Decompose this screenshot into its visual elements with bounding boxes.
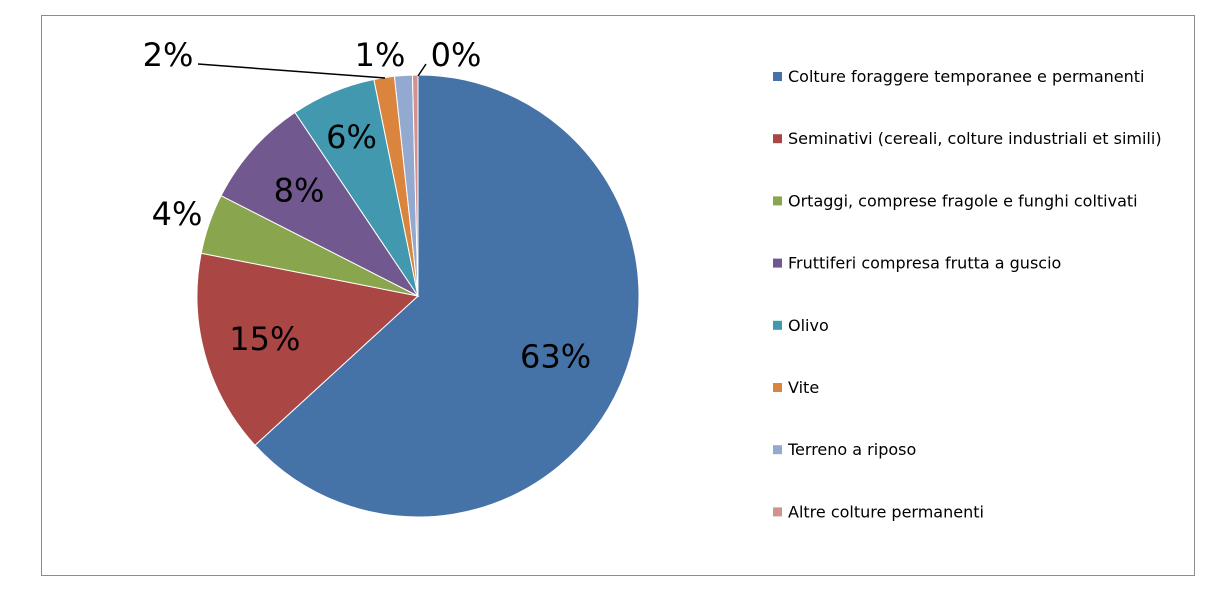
- pie-slice-colture-foraggere-temporanee-e-permanenti: [254, 74, 640, 518]
- pie-slice-seminativi-cereali-colture-industriali-et-simili: [196, 252, 420, 446]
- legend-swatch-olivo: [773, 320, 782, 330]
- legend-label-vite: Vite: [788, 378, 819, 397]
- pie-slice-fruttiferi-compresa-frutta-a-guscio: [220, 111, 420, 298]
- legend-swatch-vite: [773, 383, 782, 392]
- legend-swatch-seminativi-cereali-colture-industriali-et-simili: [773, 134, 782, 144]
- legend-label-fruttiferi-compresa-frutta-a-guscio: Fruttiferi compresa frutta a guscio: [788, 254, 1061, 273]
- legend-label-seminativi-cereali-colture-industriali-et-simili: Seminativi (cereali, colture industriali…: [788, 129, 1162, 148]
- legend-label-ortaggi-comprese-fragole-e-funghi-coltivati: Ortaggi, comprese fragole e funghi colti…: [788, 191, 1138, 210]
- data-label-olivo: 6%: [326, 118, 377, 156]
- data-labels: 63% 15% 4% 8%6% 2% 1% 0%: [143, 36, 591, 376]
- legend-swatch-colture-foraggere-temporanee-e-permanenti: [773, 72, 782, 81]
- leader-line-altre-colture-permanenti: [417, 63, 427, 77]
- data-label-vite: 2%: [143, 36, 194, 74]
- leader-line-vite: [197, 63, 386, 79]
- legend-swatch-terreno-a-riposo: [773, 445, 782, 455]
- legend-label-colture-foraggere-temporanee-e-permanenti: Colture foraggere temporanee e permanent…: [788, 67, 1145, 86]
- data-label-ortaggi-comprese-fragole-e-funghi-coltivati: 4%: [152, 195, 203, 233]
- legend: Colture foraggere temporanee e permanent…: [773, 67, 1162, 521]
- data-label-colture-foraggere-temporanee-e-permanenti: 63%: [520, 338, 591, 376]
- leader-lines: [197, 63, 427, 79]
- data-label-fruttiferi-compresa-frutta-a-guscio: 8%: [274, 171, 325, 209]
- legend-swatch-altre-colture-permanenti: [773, 507, 782, 517]
- data-label-seminativi-cereali-colture-industriali-et-simili: 15%: [229, 320, 300, 358]
- legend-swatch-ortaggi-comprese-fragole-e-funghi-coltivati: [773, 196, 782, 206]
- legend-label-olivo: Olivo: [788, 316, 829, 335]
- legend-label-altre-colture-permanenti: Altre colture permanenti: [788, 502, 984, 521]
- pie-slices: [196, 74, 640, 518]
- legend-swatch-fruttiferi-compresa-frutta-a-guscio: [773, 258, 782, 268]
- data-label-altre-colture-permanenti: 0%: [431, 36, 482, 74]
- data-label-terreno-a-riposo: 1%: [355, 36, 406, 74]
- legend-label-terreno-a-riposo: Terreno a riposo: [787, 440, 916, 459]
